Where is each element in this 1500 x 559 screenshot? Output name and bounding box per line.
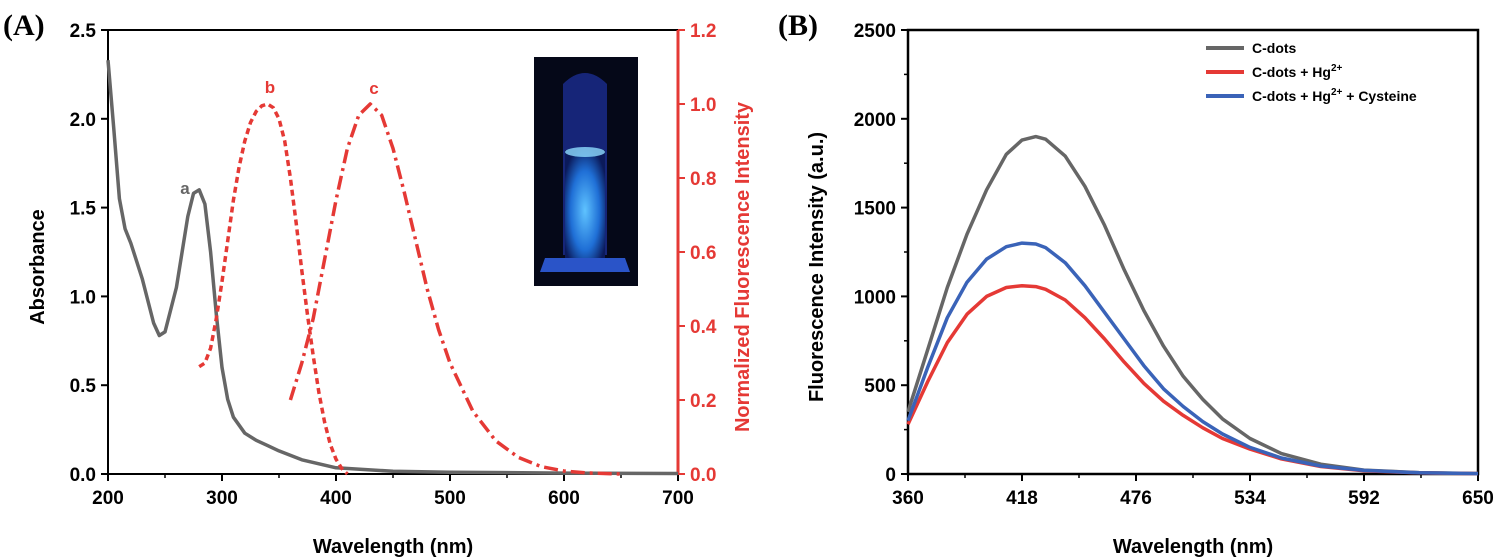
x-tick-label-a: 200 <box>92 488 124 509</box>
y-tick-label-a: 1.5 <box>70 199 97 220</box>
y-tick-label-b: 1500 <box>854 199 896 220</box>
series-line-b-0 <box>906 134 1479 476</box>
y-tick-label-b: 1000 <box>854 287 896 308</box>
x-tick-label-b: 360 <box>892 488 924 509</box>
y-tick-label-b: 2000 <box>854 110 896 131</box>
y-tick-label-a: 1.0 <box>70 287 96 308</box>
inset-vial-image <box>534 57 638 286</box>
legend-entry-label: C-dots + Hg2+ + Cysteine <box>1252 87 1417 104</box>
vial-liquid <box>565 150 605 260</box>
curve-label-b: b <box>265 78 275 97</box>
x-tick-label-a: 500 <box>434 488 466 509</box>
y-tick-label-b: 2500 <box>854 21 896 42</box>
y-tick-label-b: 0 <box>885 465 896 486</box>
x-tick-label-b: 418 <box>1006 488 1038 509</box>
x-tick-label-b: 534 <box>1234 488 1266 509</box>
panel-label-a: (A) <box>3 9 45 42</box>
series-line-b-1 <box>906 283 1479 476</box>
y2-tick-label-a: 0.8 <box>690 169 716 190</box>
x-tick-label-a: 700 <box>662 488 694 509</box>
y2-tick-label-a: 1.0 <box>690 95 716 116</box>
y2-axis-label-a: Normalized Fluorescence Intensity <box>732 101 754 432</box>
legend-entry-label: C-dots <box>1252 40 1297 56</box>
y-axis-label-b: Fluorescence Intensity (a.u.) <box>806 132 828 402</box>
x-tick-label-a: 300 <box>206 488 238 509</box>
series-line-b-2 <box>906 241 1479 476</box>
x-axis-label-b: Wavelength (nm) <box>1113 536 1273 558</box>
x-tick-label-b: 650 <box>1462 488 1494 509</box>
x-tick-label-b: 476 <box>1120 488 1152 509</box>
series-line-a <box>106 60 679 476</box>
y-tick-label-a: 2.5 <box>70 21 97 42</box>
x-axis-label-a: Wavelength (nm) <box>313 536 473 558</box>
y2-tick-label-a: 1.2 <box>690 21 716 42</box>
panel-label-b: (B) <box>778 9 818 42</box>
legend-entry-label: C-dots + Hg2+ <box>1252 63 1343 80</box>
y-tick-label-b: 500 <box>864 376 896 397</box>
y-tick-label-a: 0.5 <box>70 376 97 397</box>
vial-base <box>540 258 630 272</box>
y2-tick-label-a: 0.6 <box>690 243 716 264</box>
x-tick-label-a: 600 <box>548 488 580 509</box>
y-tick-label-a: 0.0 <box>70 465 96 486</box>
curve-label-a: a <box>180 179 190 198</box>
liquid-surface <box>565 147 605 157</box>
series-line-b <box>198 102 349 476</box>
y-tick-label-a: 2.0 <box>70 110 96 131</box>
series-line-c <box>288 102 622 476</box>
x-tick-label-b: 592 <box>1348 488 1380 509</box>
legend-b: C-dots C-dots + Hg2+ C-dots + Hg2+ + Cyste… <box>1206 40 1417 104</box>
panel-a: 200 300 400 500 600 7000.00.51.01.52.02.50.00… <box>3 9 754 558</box>
x-tick-label-a: 400 <box>320 488 352 509</box>
y2-tick-label-a: 0.0 <box>690 465 716 486</box>
y-axis-label-a: Absorbance <box>27 209 49 325</box>
y2-tick-label-a: 0.2 <box>690 391 716 412</box>
panel-b: 360 418 476 534 592 650 0 500 1000 1500 2000 2500 C-… <box>778 9 1494 558</box>
curve-label-c: c <box>369 79 378 98</box>
y2-tick-label-a: 0.4 <box>690 317 717 338</box>
